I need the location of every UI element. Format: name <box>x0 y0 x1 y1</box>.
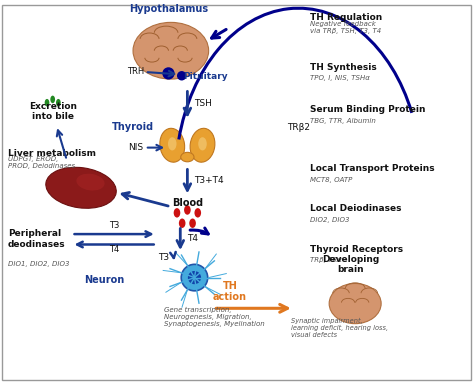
Text: NIS: NIS <box>128 143 143 152</box>
Ellipse shape <box>168 137 176 151</box>
Ellipse shape <box>181 152 194 162</box>
Text: Blood: Blood <box>172 198 203 208</box>
Text: T4: T4 <box>187 234 199 243</box>
Text: DIO2, DIO3: DIO2, DIO3 <box>310 217 350 223</box>
Text: Gene transcription,
Neurogenesis, Migration,
Synaptogenesis, Myelination: Gene transcription, Neurogenesis, Migrat… <box>164 306 264 327</box>
Text: TH Regulation: TH Regulation <box>310 13 383 22</box>
Ellipse shape <box>194 208 201 218</box>
Text: Local Deiodinases: Local Deiodinases <box>310 204 402 214</box>
Text: T3: T3 <box>158 253 169 262</box>
Text: T3+T4: T3+T4 <box>194 176 224 185</box>
Text: Peripheral
deodinases: Peripheral deodinases <box>8 230 65 249</box>
Ellipse shape <box>133 22 209 79</box>
Ellipse shape <box>160 128 185 162</box>
Text: TBG, TTR, Albumin: TBG, TTR, Albumin <box>310 118 376 124</box>
Text: Local Transport Proteins: Local Transport Proteins <box>310 164 435 173</box>
Ellipse shape <box>190 128 215 162</box>
Ellipse shape <box>173 208 180 218</box>
Text: Thyroid Receptors: Thyroid Receptors <box>310 245 403 253</box>
Circle shape <box>162 67 174 79</box>
Ellipse shape <box>46 167 116 208</box>
Text: Hypothalamus: Hypothalamus <box>129 4 208 14</box>
Circle shape <box>181 264 208 291</box>
Text: Neuron: Neuron <box>84 275 125 285</box>
Ellipse shape <box>179 218 185 228</box>
Text: TH Synthesis: TH Synthesis <box>310 63 377 72</box>
Text: DIO1, DIO2, DIO3: DIO1, DIO2, DIO3 <box>8 261 69 267</box>
Text: TSH: TSH <box>194 99 212 108</box>
Text: Synaptic impairment,
learning deficit, hearing loss,
visual defects: Synaptic impairment, learning deficit, h… <box>292 318 389 338</box>
Text: Excretion
into bile: Excretion into bile <box>29 102 77 121</box>
Ellipse shape <box>329 283 381 324</box>
Ellipse shape <box>184 205 191 215</box>
Text: TRβ, TRα: TRβ, TRα <box>310 257 342 263</box>
Text: Liver metabolism: Liver metabolism <box>8 149 96 158</box>
Text: T3: T3 <box>109 221 119 230</box>
Text: Pituitary: Pituitary <box>182 72 227 81</box>
Text: MCT8, OATP: MCT8, OATP <box>310 177 353 183</box>
Text: TRβ2: TRβ2 <box>287 123 310 132</box>
Circle shape <box>188 271 201 284</box>
Text: TRH: TRH <box>127 68 144 76</box>
Ellipse shape <box>189 218 196 228</box>
Ellipse shape <box>45 99 49 106</box>
Ellipse shape <box>50 96 55 103</box>
Text: Negative feedback
via TRβ, TSH, T3, T4: Negative feedback via TRβ, TSH, T3, T4 <box>310 21 382 34</box>
Ellipse shape <box>76 174 105 190</box>
Ellipse shape <box>198 137 207 151</box>
Text: Serum Binding Protein: Serum Binding Protein <box>310 105 426 114</box>
Text: TH
action: TH action <box>213 281 247 302</box>
Text: UDPGT, EROD,
PROD, Deiodinases: UDPGT, EROD, PROD, Deiodinases <box>8 156 75 169</box>
Circle shape <box>177 71 186 81</box>
Text: Developing
brain: Developing brain <box>322 255 379 274</box>
Text: TPO, I, NIS, TSHα: TPO, I, NIS, TSHα <box>310 75 370 81</box>
Text: T4: T4 <box>109 245 119 253</box>
Ellipse shape <box>56 99 61 106</box>
Text: Thyroid: Thyroid <box>112 122 154 132</box>
